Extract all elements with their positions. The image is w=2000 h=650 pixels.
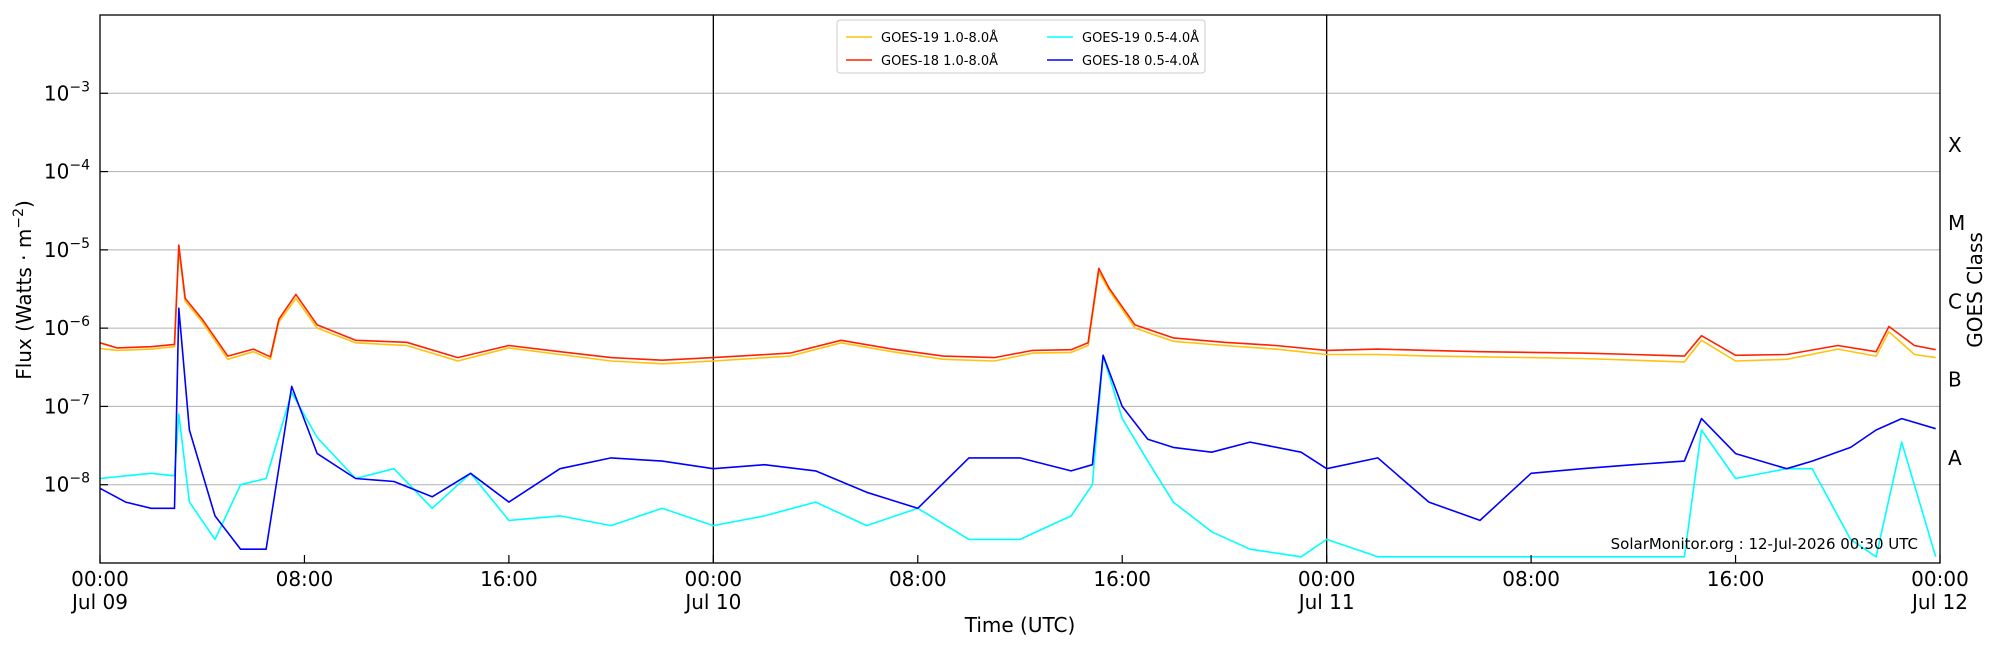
legend-box <box>836 19 1206 74</box>
y-axis-title-main: Flux (Watts · m <box>12 229 36 380</box>
y-tick-label: 10−6 <box>44 314 90 340</box>
x-tick-time-label: 16:00 <box>1707 567 1765 591</box>
x-axis-title: Time (UTC) <box>964 613 1076 637</box>
goes-class-label: A <box>1948 446 1962 470</box>
series-line-3 <box>99 307 1936 550</box>
x-tick-date-label: Jul 09 <box>70 590 128 614</box>
series-line-2 <box>99 354 1937 558</box>
legend-label-goes19-short: GOES-19 0.5-4.0Å <box>1082 30 1199 46</box>
goes-class-label: B <box>1948 368 1962 392</box>
grid-lines <box>100 92 1940 486</box>
series-line-0 <box>99 249 1936 365</box>
y-tick-label: 10−7 <box>44 392 90 418</box>
y-axis-title-left: Flux (Watts · m−2) <box>11 200 36 380</box>
x-tick-time-label: 16:00 <box>1093 567 1151 591</box>
series-line-1 <box>99 244 1936 361</box>
data-series <box>99 244 1937 558</box>
y-tick-label: 10−8 <box>44 471 90 497</box>
x-tick-time-label: 08:00 <box>889 567 947 591</box>
x-tick-date-label: Jul 11 <box>1297 590 1355 614</box>
y-tick-label: 10−4 <box>44 158 90 184</box>
legend: GOES-19 1.0-8.0Å GOES-18 1.0-8.0Å GOES-1… <box>836 19 1206 74</box>
x-tick-time-label: 00:00 <box>685 567 743 591</box>
x-tick-time-label: 16:00 <box>480 567 538 591</box>
y-axis-ticks: 10−8 10−7 10−6 10−5 10−4 10−3 <box>44 79 108 497</box>
goes-class-label: C <box>1948 289 1962 313</box>
day-separators <box>712 15 1328 563</box>
legend-label-goes18-long: GOES-18 1.0-8.0Å <box>881 53 998 69</box>
y-axis-title-right: GOES Class <box>1963 232 1987 348</box>
y-axis-title-exponent: −2 <box>11 208 27 229</box>
goes-class-labels: A B C M X <box>1948 133 1965 470</box>
legend-label-goes19-long: GOES-19 1.0-8.0Å <box>881 30 998 46</box>
plot-frame <box>99 14 1941 564</box>
goes-class-label: M <box>1948 211 1965 235</box>
x-tick-time-label: 00:00 <box>71 567 129 591</box>
credit-text: SolarMonitor.org : 12-Jul-2026 00:30 UTC <box>1611 535 1918 553</box>
x-tick-date-label: Jul 12 <box>1910 590 1968 614</box>
x-tick-time-label: 08:00 <box>1502 567 1560 591</box>
x-tick-date-label: Jul 10 <box>683 590 741 614</box>
goes-class-label: X <box>1948 133 1962 157</box>
legend-label-goes18-short: GOES-18 0.5-4.0Å <box>1082 53 1199 69</box>
x-tick-time-label: 00:00 <box>1298 567 1356 591</box>
y-axis-title-close: ) <box>12 200 36 208</box>
x-tick-time-label: 00:00 <box>1911 567 1969 591</box>
y-tick-label: 10−5 <box>44 236 90 262</box>
y-tick-label: 10−3 <box>44 79 90 105</box>
x-tick-time-label: 08:00 <box>276 567 334 591</box>
